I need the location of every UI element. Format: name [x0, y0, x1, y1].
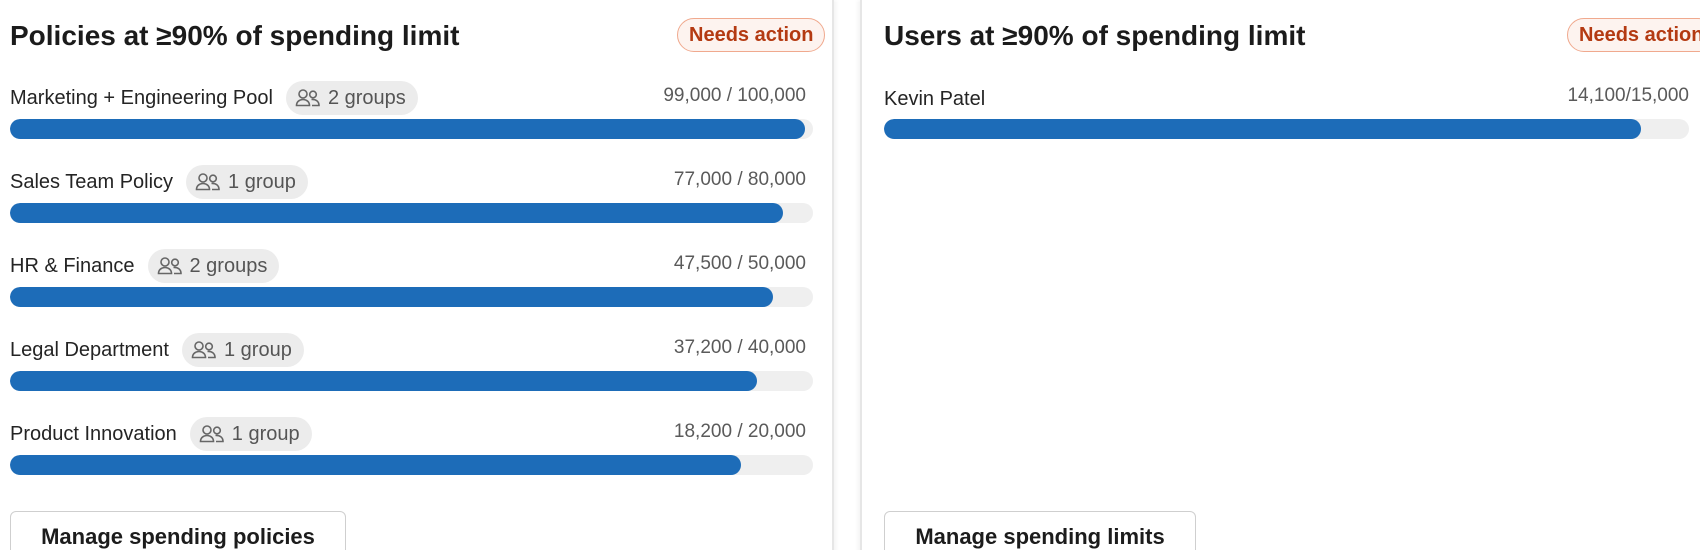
group-count-pill[interactable]: 2 groups	[285, 81, 418, 115]
policies-card: Policies at ≥90% of spending limit Needs…	[0, 0, 834, 550]
group-count-label: 2 groups	[327, 86, 406, 109]
group-count-label: 1 group	[223, 338, 292, 361]
spend-value: 14,100/15,000	[1567, 85, 1689, 106]
spend-value: 47,500 / 50,000	[673, 253, 806, 274]
spend-progress-fill	[884, 119, 1641, 139]
group-count-pill[interactable]: 1 group	[189, 417, 312, 451]
policy-row[interactable]: Sales Team Policy 1 group 77,000 / 80,00…	[10, 160, 813, 244]
users-card-title: Users at ≥90% of spending limit	[884, 20, 1306, 51]
people-group-icon	[191, 341, 216, 359]
policy-name: Legal Department	[10, 339, 169, 361]
group-count-pill[interactable]: 1 group	[181, 333, 304, 367]
group-count-pill[interactable]: 2 groups	[147, 249, 280, 283]
users-list: Kevin Patel 14,100/15,000	[884, 76, 1689, 160]
people-group-icon	[199, 425, 224, 443]
policy-row[interactable]: Product Innovation 1 group 18,200 / 20,0…	[10, 412, 813, 496]
spend-value: 18,200 / 20,000	[673, 421, 806, 442]
group-count-label: 1 group	[231, 422, 300, 445]
policy-row[interactable]: HR & Finance 2 groups 47,500 / 50,000	[10, 244, 813, 328]
spend-progress-fill	[10, 371, 757, 391]
policies-card-title: Policies at ≥90% of spending limit	[10, 20, 460, 51]
needs-action-badge: Needs action	[677, 18, 826, 52]
user-row[interactable]: Kevin Patel 14,100/15,000	[884, 76, 1689, 160]
spend-progress-fill	[10, 455, 741, 475]
users-card: Users at ≥90% of spending limit Needs ac…	[860, 0, 1700, 550]
people-group-icon	[195, 173, 220, 191]
spend-value: 77,000 / 80,000	[673, 169, 806, 190]
manage-spending-policies-button[interactable]: Manage spending policies	[10, 511, 346, 550]
spend-progress-bar	[884, 119, 1689, 139]
spend-progress-fill	[10, 287, 773, 307]
policies-list: Marketing + Engineering Pool 2 groups 99…	[10, 76, 813, 496]
policy-name: Marketing + Engineering Pool	[10, 87, 273, 109]
group-count-label: 2 groups	[189, 254, 268, 277]
group-count-pill[interactable]: 1 group	[186, 165, 308, 199]
policy-name: HR & Finance	[10, 255, 135, 277]
policy-row[interactable]: Legal Department 1 group 37,200 / 40,000	[10, 328, 813, 412]
spend-progress-fill	[10, 119, 805, 139]
policy-name: Product Innovation	[10, 423, 177, 445]
spend-progress-bar	[10, 119, 813, 139]
spend-progress-bar	[10, 455, 813, 475]
spend-progress-fill	[10, 203, 783, 223]
policy-row[interactable]: Marketing + Engineering Pool 2 groups 99…	[10, 76, 813, 160]
group-count-label: 1 group	[228, 170, 296, 193]
spend-progress-bar	[10, 287, 813, 307]
spend-value: 99,000 / 100,000	[663, 85, 806, 106]
spend-progress-bar	[10, 371, 813, 391]
needs-action-badge: Needs action	[1567, 18, 1700, 52]
spend-value: 37,200 / 40,000	[673, 337, 806, 358]
spend-progress-bar	[10, 203, 813, 223]
manage-spending-limits-button[interactable]: Manage spending limits	[884, 511, 1196, 550]
people-group-icon	[295, 89, 320, 107]
policy-name: Sales Team Policy	[10, 171, 174, 193]
people-group-icon	[157, 257, 182, 275]
user-name: Kevin Patel	[884, 88, 986, 110]
